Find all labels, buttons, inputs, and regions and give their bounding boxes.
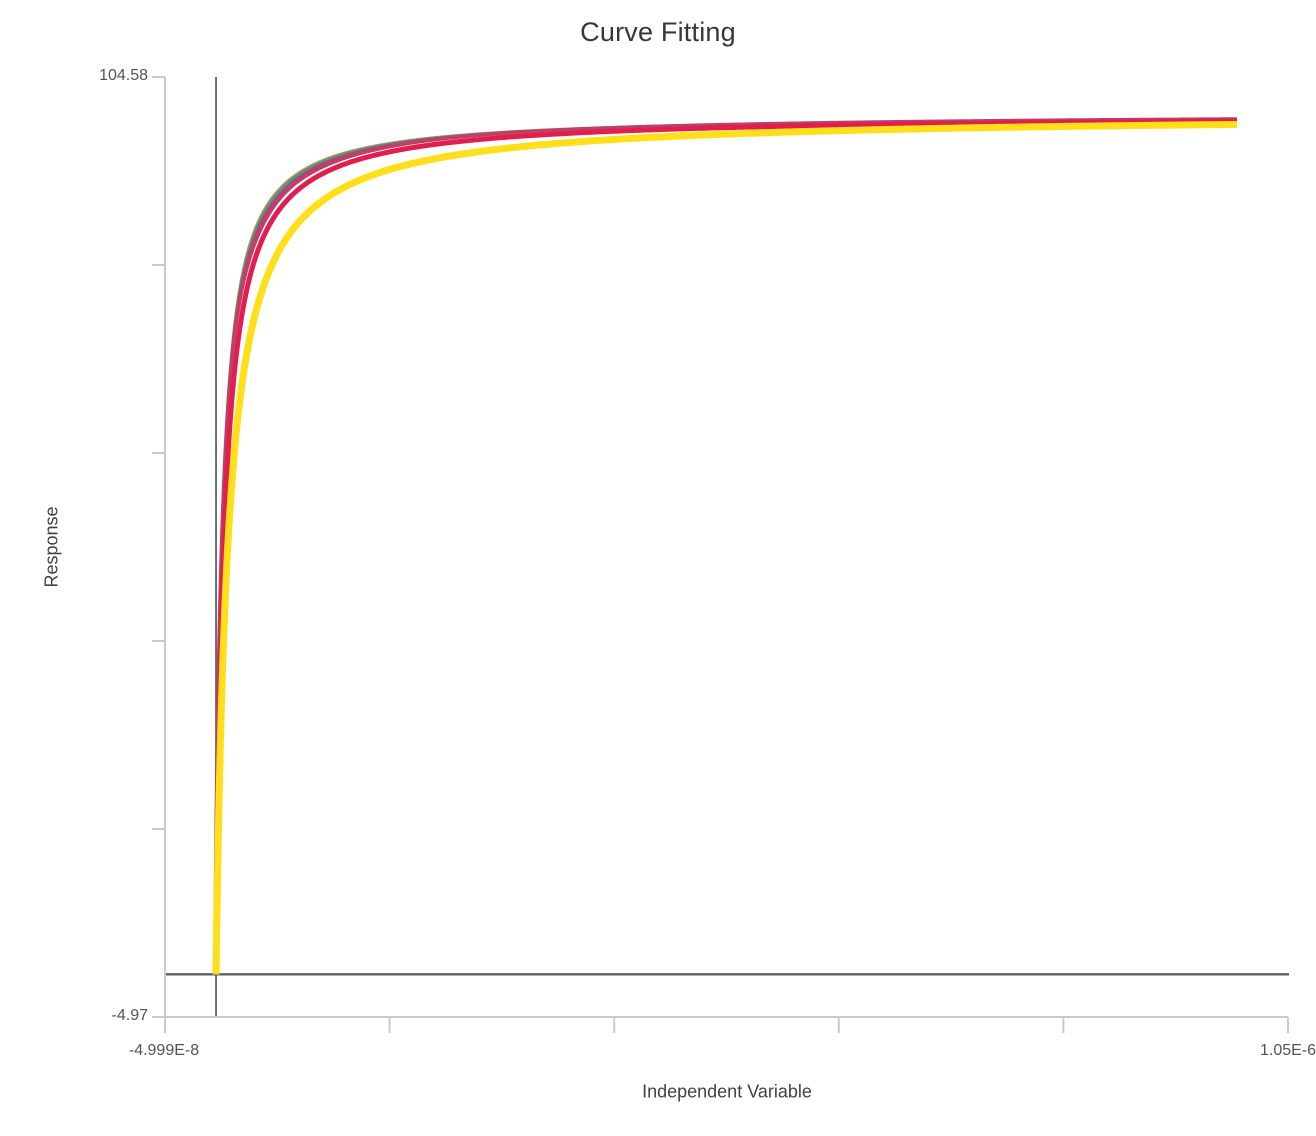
y-axis-min-label: -4.97 [111,1007,148,1024]
chart-title: Curve Fitting [580,17,736,47]
curve-fit-teal [214,118,1237,977]
curve-fit-white [215,119,1237,976]
curve-fit-orange [214,118,1237,976]
y-axis-max-label: 104.58 [99,67,148,84]
y-axis-title: Response [41,506,62,588]
curve-fit-crimson [213,118,1237,977]
curve-fit-yellow [212,120,1237,978]
curve-fit-maroon [213,117,1237,978]
x-axis-title: Independent Variable [642,1081,812,1102]
x-axis-min-label: -4.999E-8 [128,1042,200,1059]
x-axis-max-label: 1.05E-6 [1259,1042,1316,1059]
axis-lines [152,76,1289,1033]
